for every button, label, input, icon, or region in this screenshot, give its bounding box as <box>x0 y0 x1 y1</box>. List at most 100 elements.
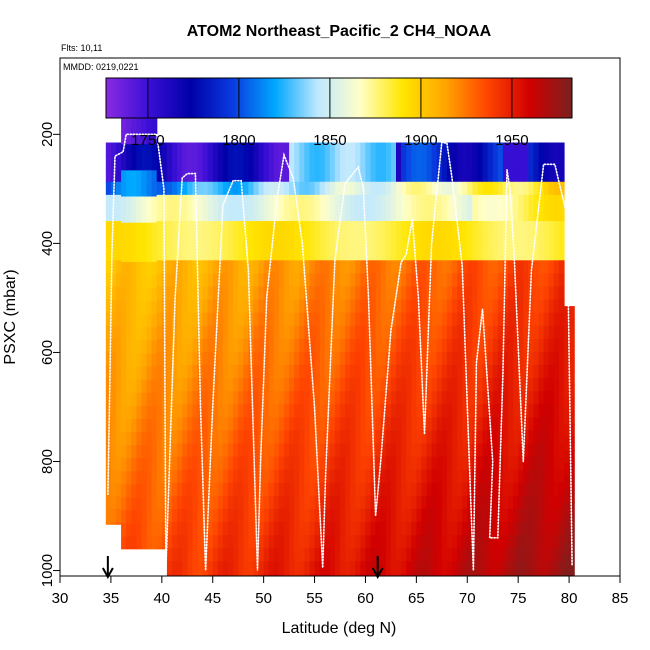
heatmap-cell <box>340 312 346 327</box>
heatmap-cell <box>396 417 402 432</box>
heatmap-cell <box>370 535 377 549</box>
heatmap-cell <box>314 548 321 562</box>
heatmap-cell <box>411 548 417 562</box>
heatmap-cell <box>187 312 193 327</box>
heatmap-cell <box>110 495 117 510</box>
heatmap-cell <box>116 260 122 274</box>
heatmap-cell <box>151 235 158 250</box>
heatmap-cell <box>411 142 417 157</box>
heatmap-cell <box>146 288 153 302</box>
heatmap-cell <box>136 222 143 237</box>
heatmap-cell <box>548 207 555 222</box>
heatmap-cell <box>233 338 239 353</box>
heatmap-cell <box>294 325 300 340</box>
heatmap-cell <box>482 168 489 183</box>
heatmap-cell <box>192 338 199 353</box>
heatmap-cell <box>243 194 249 209</box>
heatmap-cell <box>243 312 249 327</box>
heatmap-cell <box>202 260 209 274</box>
heatmap-cell <box>289 247 295 261</box>
heatmap-cell <box>426 286 433 301</box>
heatmap-cell <box>334 312 341 327</box>
heatmap-cell <box>487 234 494 248</box>
heatmap-cell <box>502 286 509 301</box>
heatmap-cell <box>421 299 428 314</box>
heatmap-cell <box>304 391 311 405</box>
heatmap-cell <box>304 378 311 392</box>
heatmap-cell <box>355 260 361 274</box>
heatmap-cell <box>513 469 519 484</box>
x-axis: 30 35 40 45 50 55 60 65 70 75 80 85 <box>52 576 628 607</box>
heatmap-cell <box>263 495 270 510</box>
x-tick-label: 35 <box>103 590 120 607</box>
heatmap-cell <box>497 522 504 536</box>
heatmap-cell <box>548 378 555 392</box>
heatmap-cell <box>406 273 412 288</box>
heatmap-cell <box>396 260 402 274</box>
heatmap-cell <box>177 351 183 366</box>
heatmap-cell <box>441 522 448 536</box>
heatmap-cell <box>441 351 448 366</box>
heatmap-cell <box>421 247 428 261</box>
heatmap-cell <box>350 247 356 261</box>
heatmap-cell <box>401 482 407 497</box>
heatmap-cell <box>401 404 407 418</box>
heatmap-cell <box>375 247 382 261</box>
heatmap-cell <box>569 397 575 412</box>
heatmap-cell <box>299 168 305 183</box>
heatmap-cell <box>294 286 300 301</box>
heatmap-cell <box>233 260 239 274</box>
heatmap-cell <box>340 142 346 157</box>
heatmap-cell <box>177 469 183 484</box>
heatmap-cell <box>345 404 351 418</box>
heatmap-cell <box>197 142 204 157</box>
heatmap-cell <box>452 351 458 366</box>
heatmap-cell <box>528 443 535 458</box>
heatmap-cell <box>284 522 290 536</box>
heatmap-cell <box>431 312 438 327</box>
heatmap-cell <box>340 495 346 510</box>
heatmap-cell <box>253 207 260 222</box>
flights-label: Flts: 10,11 <box>61 43 102 53</box>
heatmap-cell <box>228 155 234 170</box>
heatmap-cell <box>477 508 484 523</box>
heatmap-cell <box>146 484 153 499</box>
heatmap-cell <box>116 168 122 183</box>
heatmap-cell <box>492 482 499 497</box>
heatmap-cell <box>477 417 484 432</box>
heatmap-cell <box>258 535 265 549</box>
heatmap-cell <box>146 353 153 368</box>
heatmap-cell <box>467 378 473 392</box>
heatmap-cell <box>172 194 178 209</box>
heatmap-cell <box>314 181 321 196</box>
heatmap-cell <box>273 508 280 523</box>
heatmap-cell <box>217 260 224 274</box>
heatmap-cell <box>508 456 514 471</box>
heatmap-cell <box>207 234 214 248</box>
heatmap-cell <box>334 391 341 405</box>
heatmap-cell <box>513 312 519 327</box>
heatmap-cell <box>110 273 117 288</box>
heatmap-cell <box>380 207 387 222</box>
heatmap-cell <box>518 325 524 340</box>
heatmap-cell <box>370 273 377 288</box>
heatmap-cell <box>345 561 351 575</box>
heatmap-cell <box>431 482 438 497</box>
heatmap-cell <box>136 157 143 171</box>
heatmap-cell <box>446 325 453 340</box>
heatmap-cell <box>238 168 244 183</box>
heatmap-cell <box>299 260 305 274</box>
heatmap-cell <box>340 286 346 301</box>
heatmap-cell <box>441 181 448 196</box>
heatmap-cell <box>564 397 570 412</box>
heatmap-cell <box>105 234 112 248</box>
heatmap-cell <box>370 469 377 484</box>
heatmap-cell <box>273 351 280 366</box>
heatmap-cell <box>467 391 473 405</box>
heatmap-cell <box>477 548 484 562</box>
heatmap-cell <box>569 345 575 360</box>
heatmap-cell <box>294 312 300 327</box>
heatmap-cell <box>360 430 367 445</box>
heatmap-cell <box>518 234 524 248</box>
heatmap-cell <box>385 221 392 235</box>
